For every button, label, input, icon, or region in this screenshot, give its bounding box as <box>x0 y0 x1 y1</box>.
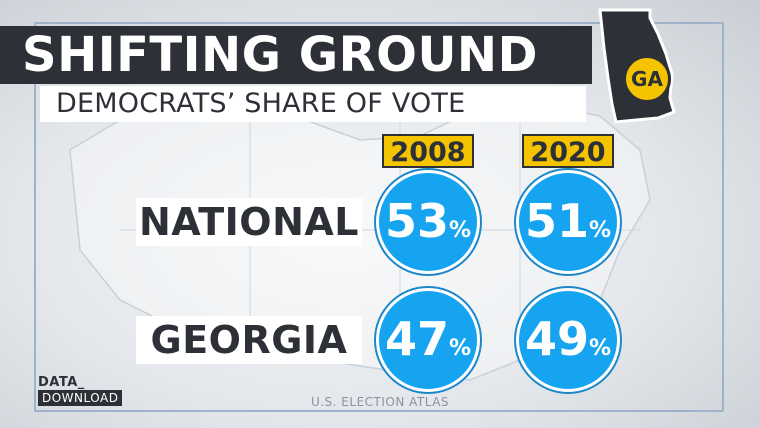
value-bubble-national-2008: 53% <box>376 170 480 274</box>
unit-national-2020: % <box>588 218 612 243</box>
row-label-bg-georgia <box>136 316 362 364</box>
brand-logo-top: DATA_ <box>38 375 85 390</box>
value-national-2020: 51 <box>524 194 589 248</box>
source-credit: U.S. ELECTION ATLAS <box>310 395 450 409</box>
subtitle-bar <box>40 86 586 122</box>
value-georgia-2008: 47 <box>384 312 449 366</box>
year-label-2008: 2008 <box>382 134 474 168</box>
state-badge: GA <box>623 55 671 103</box>
value-national-2008: 53 <box>384 194 449 248</box>
unit-georgia-2008: % <box>448 336 472 361</box>
chart-subtitle: DEMOCRATS’ SHARE OF VOTE <box>56 88 466 119</box>
value-bubble-georgia-2020: 49% <box>516 288 620 392</box>
row-label-national: NATIONAL <box>138 200 360 244</box>
value-georgia-2020: 49 <box>524 312 589 366</box>
value-bubble-national-2020: 51% <box>516 170 620 274</box>
title-bar <box>0 26 592 84</box>
content-frame <box>34 22 724 412</box>
brand-logo-bottom: DOWNLOAD <box>38 390 123 406</box>
row-label-bg-national <box>136 198 362 246</box>
unit-georgia-2020: % <box>588 336 612 361</box>
row-label-georgia: GEORGIA <box>150 318 348 362</box>
unit-national-2008: % <box>448 218 472 243</box>
chart-title: SHIFTING GROUND <box>22 27 538 83</box>
year-label-2020: 2020 <box>522 134 614 168</box>
value-bubble-georgia-2008: 47% <box>376 288 480 392</box>
